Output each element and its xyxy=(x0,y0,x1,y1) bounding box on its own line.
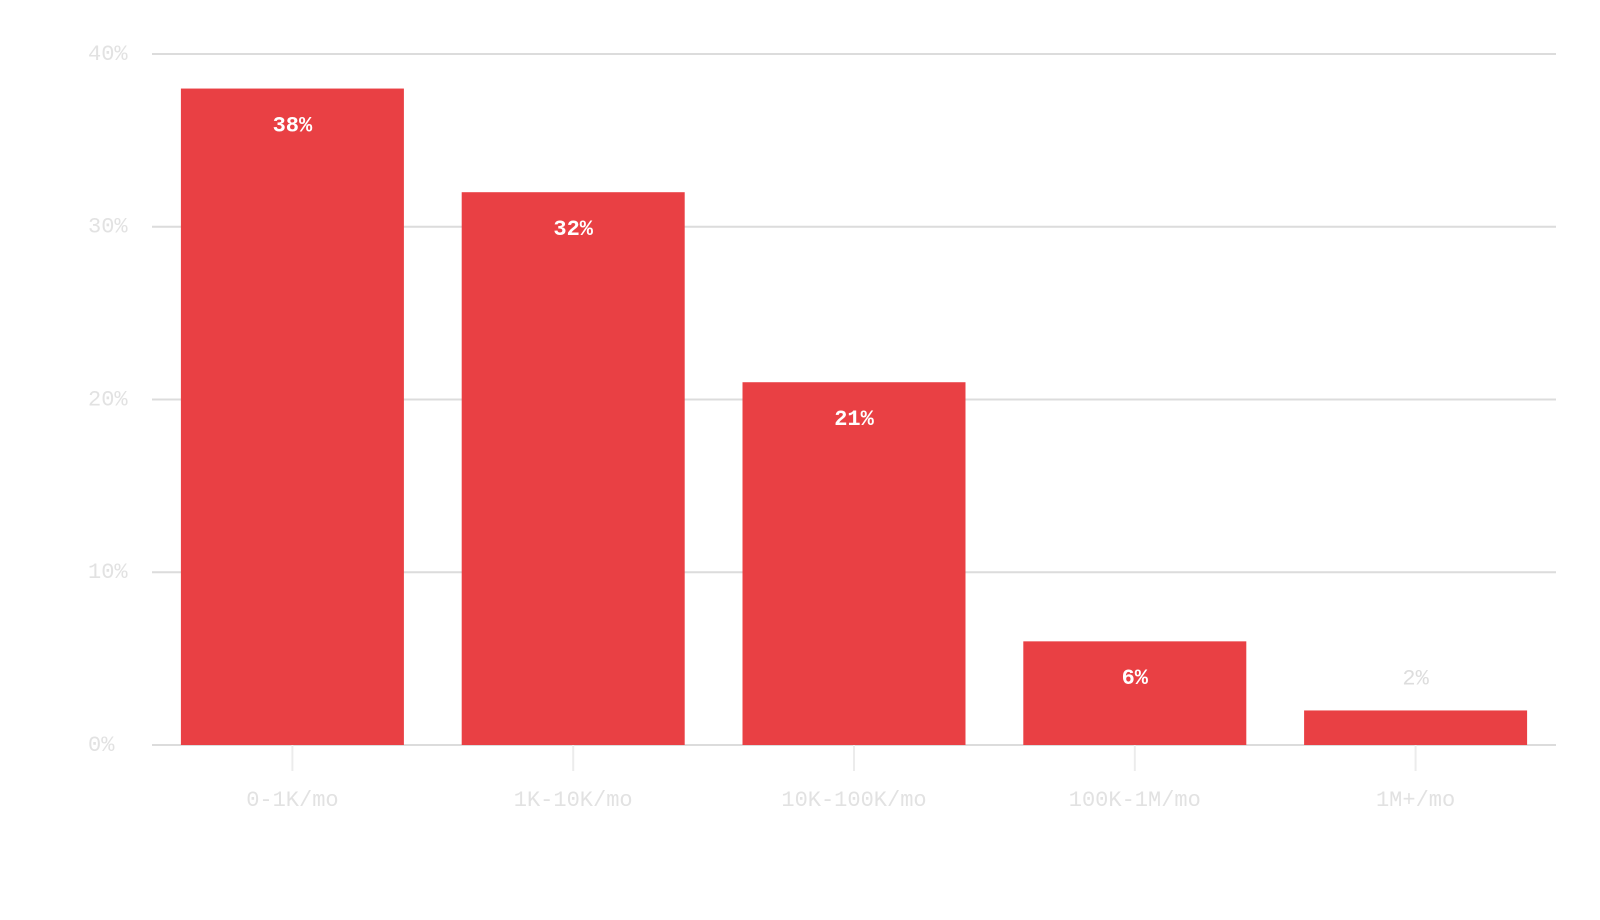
y-tick-label: 10% xyxy=(88,560,128,585)
bar xyxy=(180,88,404,746)
x-tick-label: 10K-100K/mo xyxy=(781,788,926,813)
x-tick-label: 1M+/mo xyxy=(1376,788,1455,813)
value-label: 32% xyxy=(553,217,593,242)
y-tick-label: 20% xyxy=(88,387,128,412)
y-tick-label: 30% xyxy=(88,215,128,240)
y-tick-label: 40% xyxy=(88,42,128,67)
x-tick-label: 1K-10K/mo xyxy=(514,788,633,813)
value-label: 21% xyxy=(834,407,874,432)
x-tick-label: 100K-1M/mo xyxy=(1069,788,1201,813)
bar xyxy=(1304,710,1528,745)
value-label: 2% xyxy=(1402,666,1429,691)
y-tick-label: 0% xyxy=(88,733,115,758)
bar xyxy=(742,382,966,745)
bar xyxy=(461,192,685,745)
value-label: 38% xyxy=(273,113,313,138)
value-label: 6% xyxy=(1122,666,1149,691)
x-tick-label: 0-1K/mo xyxy=(246,788,338,813)
bar xyxy=(1023,641,1247,745)
